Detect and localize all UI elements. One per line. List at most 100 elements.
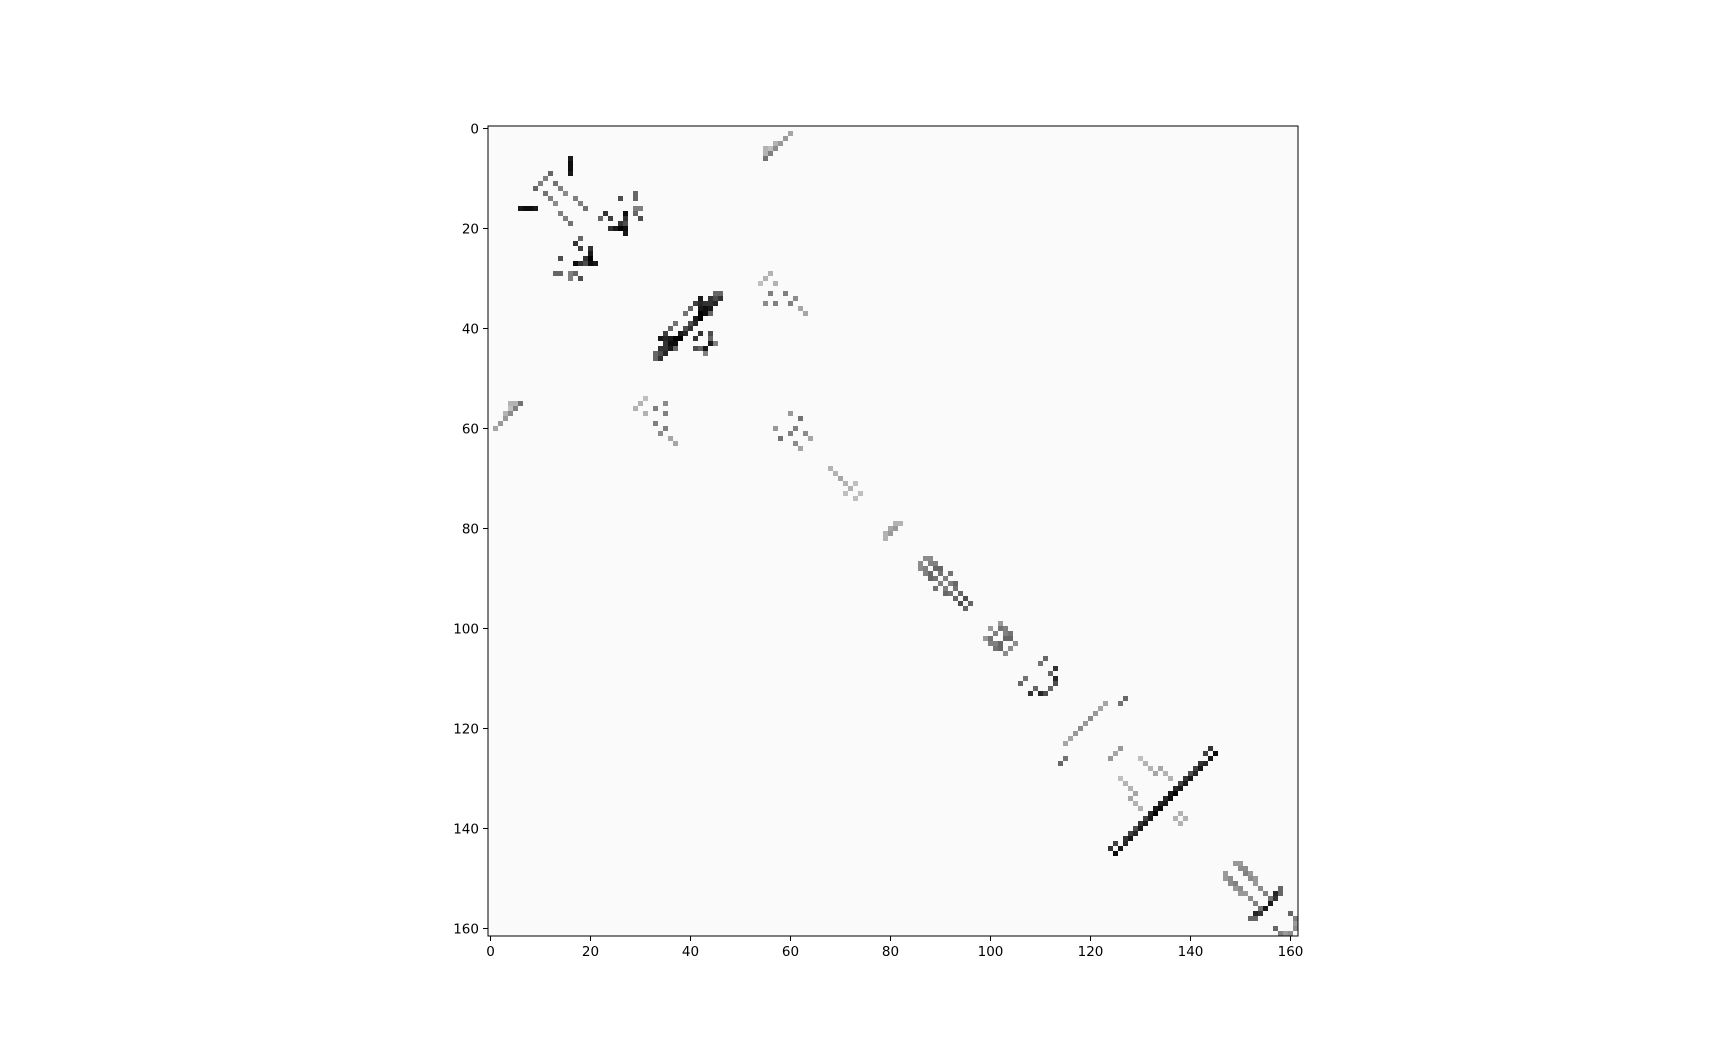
heatmap-cell [1183, 196, 1189, 202]
heatmap-cell [1078, 201, 1084, 207]
heatmap-cell [533, 266, 539, 272]
heatmap-cell [533, 171, 539, 177]
heatmap-cell [918, 141, 924, 147]
heatmap-cell [1273, 136, 1279, 142]
heatmap-cell [948, 226, 954, 232]
heatmap-cell [808, 271, 814, 277]
heatmap-cell [1228, 211, 1234, 217]
heatmap-cell [998, 231, 1004, 237]
heatmap-cell [943, 181, 949, 187]
heatmap-cell [1258, 261, 1264, 267]
heatmap-cell [928, 246, 934, 252]
heatmap-cell [1228, 221, 1234, 227]
heatmap-cell [608, 266, 614, 272]
heatmap-cell [533, 256, 539, 262]
heatmap-cell [913, 236, 919, 242]
heatmap-cell [853, 196, 859, 202]
heatmap-cell [928, 131, 934, 137]
heatmap-cell [1233, 266, 1239, 272]
heatmap-cell [618, 271, 624, 277]
heatmap-cell [1098, 241, 1104, 247]
heatmap-cell [578, 191, 584, 197]
heatmap-cell [553, 216, 559, 222]
heatmap-cell [1138, 166, 1144, 172]
heatmap-cell [958, 171, 964, 177]
heatmap-cell [858, 136, 864, 142]
heatmap-cell [808, 156, 814, 162]
heatmap-cell [743, 261, 749, 267]
heatmap-cell [788, 196, 794, 202]
heatmap-cell [1018, 191, 1024, 197]
heatmap-cell [1153, 216, 1159, 222]
heatmap-cell [1053, 231, 1059, 237]
heatmap-cell [728, 166, 734, 172]
heatmap-cell [898, 276, 904, 282]
heatmap-cell [783, 126, 789, 132]
heatmap-cell [503, 181, 509, 187]
heatmap-cell [1043, 131, 1049, 137]
heatmap-cell [1003, 171, 1009, 177]
heatmap-cell [613, 266, 619, 272]
heatmap-cell [938, 176, 944, 182]
heatmap-cell [1028, 161, 1034, 167]
heatmap-cell [1208, 241, 1214, 247]
heatmap-cell [728, 136, 734, 142]
heatmap-cell [1028, 191, 1034, 197]
heatmap-cell [1118, 256, 1124, 262]
heatmap-cell [968, 256, 974, 262]
heatmap-cell [773, 141, 779, 147]
heatmap-cell [758, 231, 764, 237]
heatmap-cell [923, 136, 929, 142]
heatmap-cell [638, 176, 644, 182]
heatmap-cell [778, 176, 784, 182]
heatmap-cell [548, 141, 554, 147]
heatmap-cell [763, 136, 769, 142]
heatmap-cell [673, 231, 679, 237]
heatmap-cell [638, 206, 644, 212]
heatmap-cell [1123, 186, 1129, 192]
heatmap-cell [883, 131, 889, 137]
heatmap-cell [978, 146, 984, 152]
heatmap-cell [863, 176, 869, 182]
heatmap-cell [1243, 251, 1249, 257]
heatmap-cell [763, 241, 769, 247]
heatmap-cell [1153, 271, 1159, 277]
heatmap-cell [1173, 261, 1179, 267]
heatmap-cell [1163, 256, 1169, 262]
heatmap-cell [1228, 171, 1234, 177]
heatmap-cell [658, 141, 664, 147]
heatmap-cell [1093, 186, 1099, 192]
heatmap-cell [1043, 166, 1049, 172]
heatmap-cell [1043, 206, 1049, 212]
heatmap-cell [753, 256, 759, 262]
heatmap-cell [1008, 236, 1014, 242]
heatmap-cell [1183, 136, 1189, 142]
heatmap-cell [608, 231, 614, 237]
heatmap-cell [1018, 216, 1024, 222]
heatmap-cell [658, 166, 664, 172]
heatmap-cell [703, 271, 709, 277]
heatmap-cell [1133, 231, 1139, 237]
heatmap-cell [553, 186, 559, 192]
heatmap-cell [1178, 146, 1184, 152]
heatmap-cell [1243, 271, 1249, 277]
heatmap-cell [863, 271, 869, 277]
heatmap-cell [498, 241, 504, 247]
heatmap-cell [1238, 206, 1244, 212]
heatmap-cell [868, 156, 874, 162]
heatmap-cell [593, 126, 599, 132]
heatmap-cell [828, 271, 834, 277]
heatmap-cell [948, 166, 954, 172]
heatmap-cell [908, 246, 914, 252]
heatmap-cell [738, 181, 744, 187]
heatmap-cell [558, 191, 564, 197]
heatmap-cell [543, 156, 549, 162]
heatmap-cell [1148, 206, 1154, 212]
heatmap-cell [613, 276, 619, 282]
heatmap-cell [1288, 241, 1294, 247]
heatmap-cell [643, 201, 649, 207]
heatmap-cell [613, 271, 619, 277]
heatmap-cell [923, 236, 929, 242]
heatmap-cell [878, 156, 884, 162]
heatmap-cell [1058, 241, 1064, 247]
